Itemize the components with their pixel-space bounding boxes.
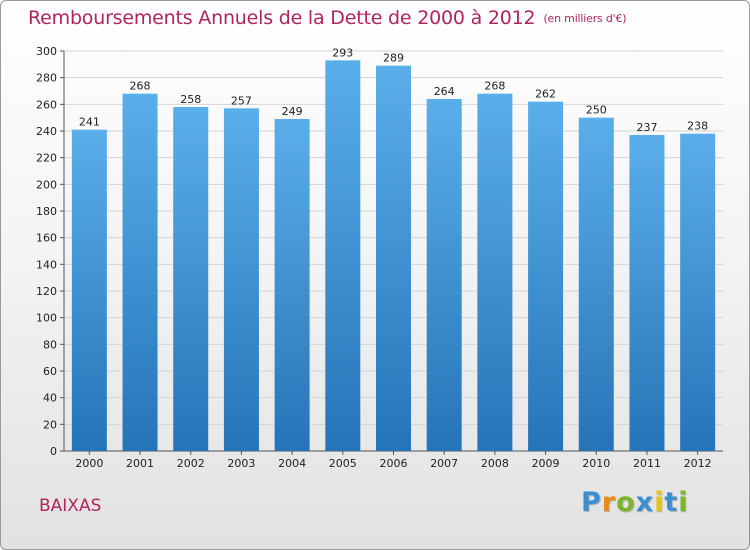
bar-2003 [223,108,259,451]
data-label-2004: 249 [282,105,303,118]
logo-letter: r [601,487,617,518]
bars [71,60,716,452]
logo-letter: i [654,487,665,518]
data-label-2001: 268 [130,80,151,93]
y-tick-label: 20 [43,418,57,431]
y-tick-label: 140 [36,258,57,271]
chart-title-text: Remboursements Annuels de la Dette de 20… [28,7,536,29]
data-label-2002: 258 [180,93,201,106]
y-tick-label: 280 [36,72,57,85]
x-tick-label-2002: 2002 [177,457,205,470]
y-tick-label: 260 [36,98,57,111]
bar-2011 [629,135,665,451]
x-tick-label-2001: 2001 [126,457,154,470]
y-tick-label: 60 [43,365,57,378]
x-tick-label-2000: 2000 [75,457,103,470]
bar-2010 [578,117,614,452]
city-name: BAIXAS [39,496,102,516]
data-label-2003: 257 [231,94,252,107]
bar-2008 [477,93,513,452]
logo-letter: x [635,487,655,518]
bar-2012 [680,133,716,451]
x-tick-label-2012: 2012 [684,457,712,470]
y-tick-label: 180 [36,205,57,218]
logo-letter: P [581,487,602,518]
y-tick-label: 0 [50,445,57,458]
logo-letter: t [664,487,679,518]
axes: 0 20 40 60 80 100 120 140 160 180 200 220 240 260 280 3… [36,45,723,470]
chart-title: Remboursements Annuels de la Dette de 20… [28,7,627,29]
x-tick-label-2003: 2003 [227,457,255,470]
y-tick-label: 220 [36,152,57,165]
data-label-2000: 241 [79,116,100,129]
data-label-2011: 237 [636,121,657,134]
bar-2005 [325,60,361,451]
data-labels: 241 268 258 257 249 293 289 264 268 262 250 237 238 [79,46,708,134]
bar-2002 [173,107,209,451]
y-tick-label: 100 [36,312,57,325]
bar-2009 [528,101,564,452]
x-tick-label-2008: 2008 [481,457,509,470]
y-tick-label: 300 [36,45,57,58]
y-tick-label: 120 [36,285,57,298]
data-label-2010: 250 [586,104,607,117]
data-label-2012: 238 [687,120,708,133]
logo-letter: i [678,487,689,518]
x-tick-label-2006: 2006 [380,457,408,470]
y-tick-label: 40 [43,392,57,405]
data-label-2006: 289 [383,52,404,65]
data-label-2008: 268 [484,80,505,93]
bar-2006 [376,65,411,452]
x-tick-label-2009: 2009 [532,457,560,470]
y-tick-label: 160 [36,232,57,245]
proxiti-logo: Proxiti [581,487,689,518]
bar-2001 [122,93,158,452]
bar-2000 [71,129,107,451]
chart-subtitle: (en milliers d'€) [543,12,627,25]
x-tick-label-2010: 2010 [582,457,610,470]
data-label-2005: 293 [332,46,353,59]
y-tick-label: 240 [36,125,57,138]
bar-2007 [426,99,462,451]
x-tick-label-2005: 2005 [329,457,357,470]
data-label-2009: 262 [535,88,556,101]
y-tick-label: 200 [36,178,57,191]
data-label-2007: 264 [434,85,455,98]
x-tick-label-2004: 2004 [278,457,306,470]
logo-letter: o [616,487,636,518]
y-tick-label: 80 [43,338,57,351]
x-tick-label-2011: 2011 [633,457,661,470]
bar-2004 [274,119,310,451]
x-tick-label-2007: 2007 [430,457,458,470]
